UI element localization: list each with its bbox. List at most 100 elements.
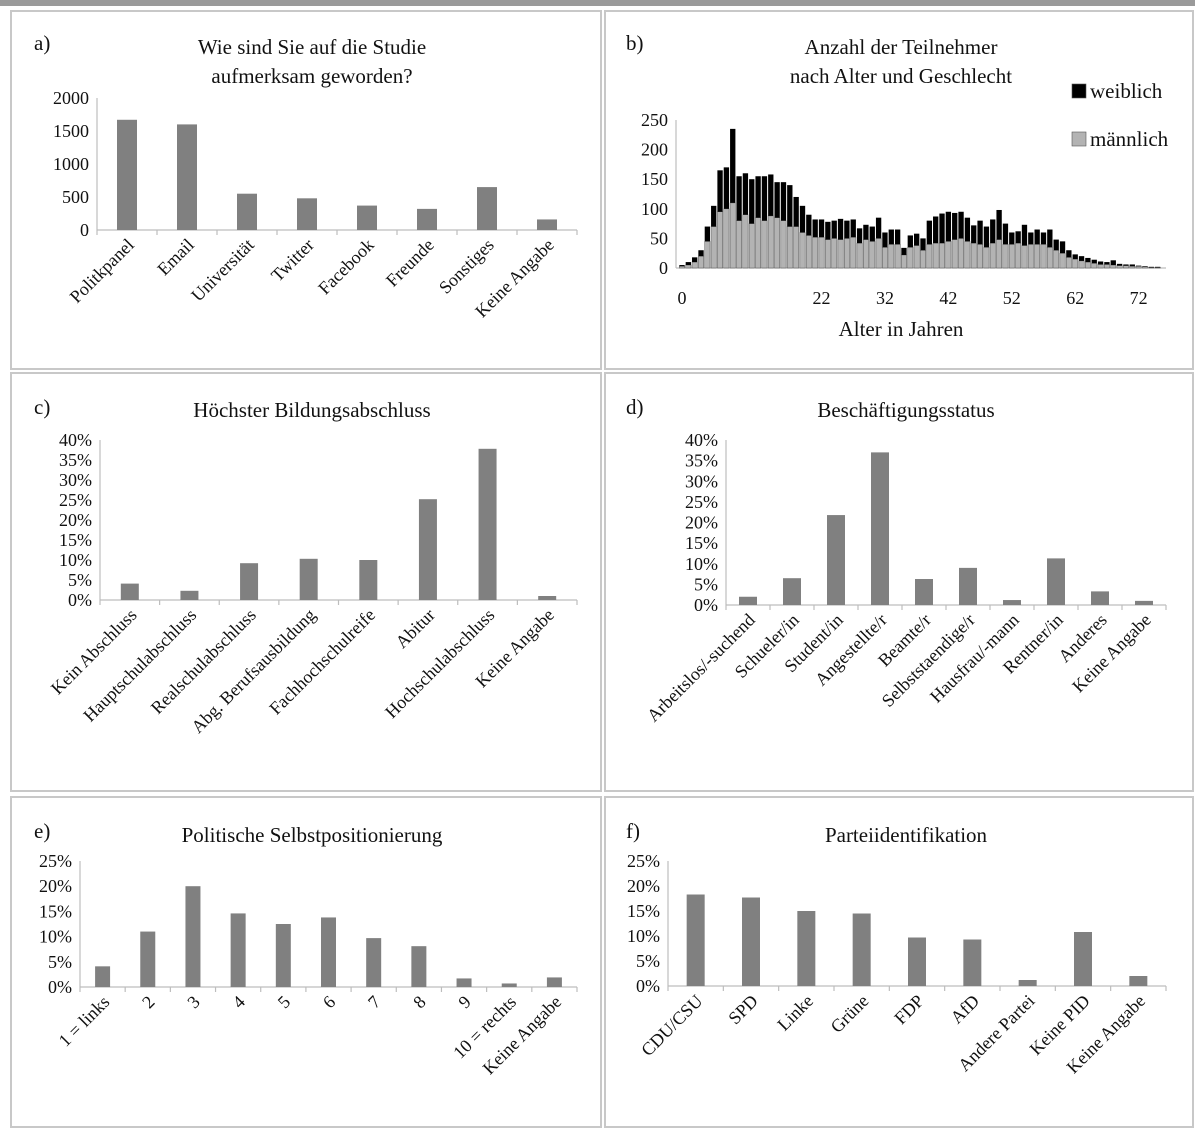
y-tick-label: 20%	[685, 513, 718, 533]
y-tick-label: 10%	[39, 927, 72, 947]
bar-female	[1021, 224, 1028, 246]
category-label: Fachhochschulreife	[265, 605, 379, 719]
bar-male	[710, 226, 717, 269]
bar	[117, 119, 137, 230]
chart-f: f) Parteiidentifikation 0% 5% 10% 15% 20% 25% CD…	[626, 819, 1167, 1077]
bar-female	[1110, 260, 1116, 266]
legend-swatch	[1071, 83, 1087, 99]
category-label: AfD	[946, 991, 983, 1028]
bar	[177, 124, 197, 230]
bar-male	[1148, 267, 1155, 269]
bar-male	[1053, 249, 1060, 269]
category-label: Hauptschulabschluss	[79, 605, 200, 726]
bar	[275, 924, 291, 987]
bar-female	[996, 209, 1002, 240]
category-label: Twitter	[267, 235, 318, 286]
bar-male	[983, 247, 990, 269]
bar-female	[723, 167, 730, 209]
bar-male	[742, 214, 749, 269]
bar-male	[1078, 260, 1085, 269]
bar	[546, 977, 562, 987]
bar-female	[1154, 266, 1161, 268]
panel-e: e) Politische Selbstpositionierung 0% 5% 10%…	[10, 796, 602, 1128]
bar-female	[679, 265, 685, 267]
bar	[1074, 932, 1092, 986]
bar-female	[990, 219, 996, 244]
bar	[852, 913, 871, 986]
bar-female	[869, 226, 875, 242]
bar-male	[748, 223, 755, 269]
x-axis-label: Alter in Jahren	[839, 317, 964, 341]
category-label: 3	[183, 992, 204, 1013]
bar-female	[920, 238, 926, 251]
bar-male	[723, 208, 730, 269]
bar-female	[1104, 262, 1110, 265]
bar-male	[698, 255, 704, 269]
x-tick-label: 22	[813, 288, 831, 308]
bar-female	[1078, 256, 1085, 261]
panel-label: c)	[34, 395, 50, 419]
panel-label: b)	[626, 31, 644, 55]
bar	[797, 911, 816, 986]
panel-a: a) Wie sind Sie auf die Studie aufmerksam …	[10, 10, 602, 370]
bar-male	[1084, 261, 1091, 269]
bar	[299, 558, 318, 600]
y-tick-label: 250	[641, 110, 668, 130]
bar-female	[1135, 265, 1142, 267]
bar-male	[761, 220, 768, 269]
bar-male	[1116, 265, 1123, 269]
chart-title: nach Alter und Geschlecht	[790, 64, 1012, 88]
y-tick-label: 35%	[685, 451, 718, 471]
chart-title: Parteiidentifikation	[825, 823, 988, 847]
category-label: Sonstiges	[435, 235, 498, 298]
bar-female	[755, 176, 761, 218]
y-tick-label: 150	[641, 169, 668, 189]
bar-male	[850, 236, 857, 269]
bar-male	[679, 265, 685, 269]
bar-male	[780, 220, 787, 269]
bar-female	[958, 211, 964, 239]
bar-male	[1027, 244, 1034, 269]
bar	[915, 579, 933, 605]
y-tick-label: 0	[80, 220, 89, 240]
x-tick-label: 62	[1066, 288, 1084, 308]
category-label: Email	[153, 235, 198, 280]
y-tick-label: 25%	[627, 851, 660, 871]
bar	[501, 983, 517, 987]
bar-male	[755, 217, 762, 269]
bar-male	[856, 242, 863, 269]
bar-male	[1129, 265, 1136, 269]
bar	[418, 499, 437, 600]
y-tick-label: 100	[641, 199, 668, 219]
y-tick-label: 5%	[48, 952, 72, 972]
bar-male	[1059, 252, 1066, 269]
bar-female	[964, 217, 971, 242]
bar-male	[1135, 265, 1142, 269]
bar-female	[1097, 261, 1104, 265]
bar-male	[926, 244, 933, 269]
bar	[321, 917, 336, 987]
bar	[417, 208, 437, 230]
bar-male	[1021, 245, 1028, 269]
category-label: Linke	[773, 991, 817, 1035]
panel-c: c) Höchster Bildungsabschluss 0% 5% 10% 15% 20…	[10, 372, 602, 792]
legend-label: weiblich	[1090, 79, 1163, 103]
x-tick-label: 0	[678, 288, 687, 308]
bar-male	[970, 242, 977, 269]
bar-female	[717, 170, 723, 212]
bar-male	[843, 238, 850, 269]
bar-male	[1040, 244, 1047, 269]
bar-male	[767, 215, 774, 269]
x-tick-label: 72	[1130, 288, 1148, 308]
bar-female	[907, 235, 913, 248]
chart-title: aufmerksam geworden?	[211, 64, 412, 88]
bar-male	[729, 202, 736, 269]
bar-female	[1142, 266, 1148, 267]
bar-female	[799, 205, 806, 233]
bar	[180, 590, 199, 600]
y-tick-label: 25%	[685, 492, 718, 512]
panel-label: e)	[34, 819, 50, 843]
bar-female	[806, 214, 812, 236]
bar	[1135, 600, 1153, 605]
chart-title: Beschäftigungsstatus	[817, 398, 994, 422]
